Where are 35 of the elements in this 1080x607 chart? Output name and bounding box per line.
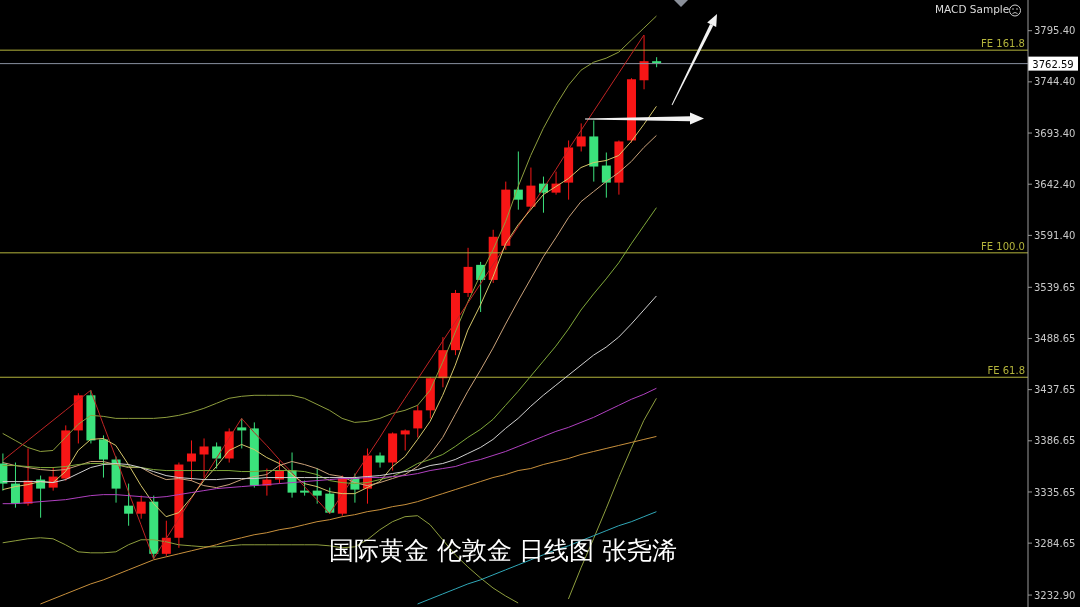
text: MACD Sample xyxy=(935,3,1010,16)
candlestick xyxy=(186,439,196,482)
candlestick xyxy=(413,404,423,438)
y-tick-label: 3591.40 xyxy=(1034,229,1076,241)
y-tick-label: 3795.40 xyxy=(1034,25,1076,37)
y-tick-label: 3284.65 xyxy=(1034,537,1076,549)
ref-line-label: 3762.59 xyxy=(1032,58,1074,70)
y-tick-label: 3642.40 xyxy=(1034,178,1076,190)
line-series xyxy=(2,15,657,452)
candlestick xyxy=(98,434,108,479)
y-tick-label: 3744.40 xyxy=(1034,76,1076,88)
ref-line-label: FE 100.0 xyxy=(981,240,1025,252)
candlestick xyxy=(212,441,222,470)
y-tick-label: 3539.65 xyxy=(1034,281,1076,293)
y-tick-label: 3437.65 xyxy=(1034,384,1076,396)
y-tick-label: 3335.65 xyxy=(1034,486,1076,498)
y-tick-label: 3232.90 xyxy=(1034,589,1076,601)
y-tick-label: 3693.40 xyxy=(1034,127,1076,139)
candlestick xyxy=(136,495,146,520)
ref-line-label: FE 61.8 xyxy=(987,365,1025,377)
candlestick xyxy=(237,417,247,449)
candlestick xyxy=(312,468,322,505)
candlestick xyxy=(325,487,335,515)
candlestick xyxy=(639,34,649,90)
y-tick-label: 3488.65 xyxy=(1034,333,1076,345)
candlestick xyxy=(124,483,134,527)
candlestick xyxy=(601,152,611,199)
candlestick xyxy=(576,122,586,152)
candlestick xyxy=(199,437,209,479)
ref-line-label: FE 161.8 xyxy=(981,38,1025,50)
line-series xyxy=(2,387,657,505)
candlestick xyxy=(375,451,385,469)
y-tick-label: 3386.65 xyxy=(1034,435,1076,447)
annotation: 国际黄金 伦敦金 日线图 张尧浠 xyxy=(328,536,678,566)
candlestick xyxy=(400,428,410,451)
